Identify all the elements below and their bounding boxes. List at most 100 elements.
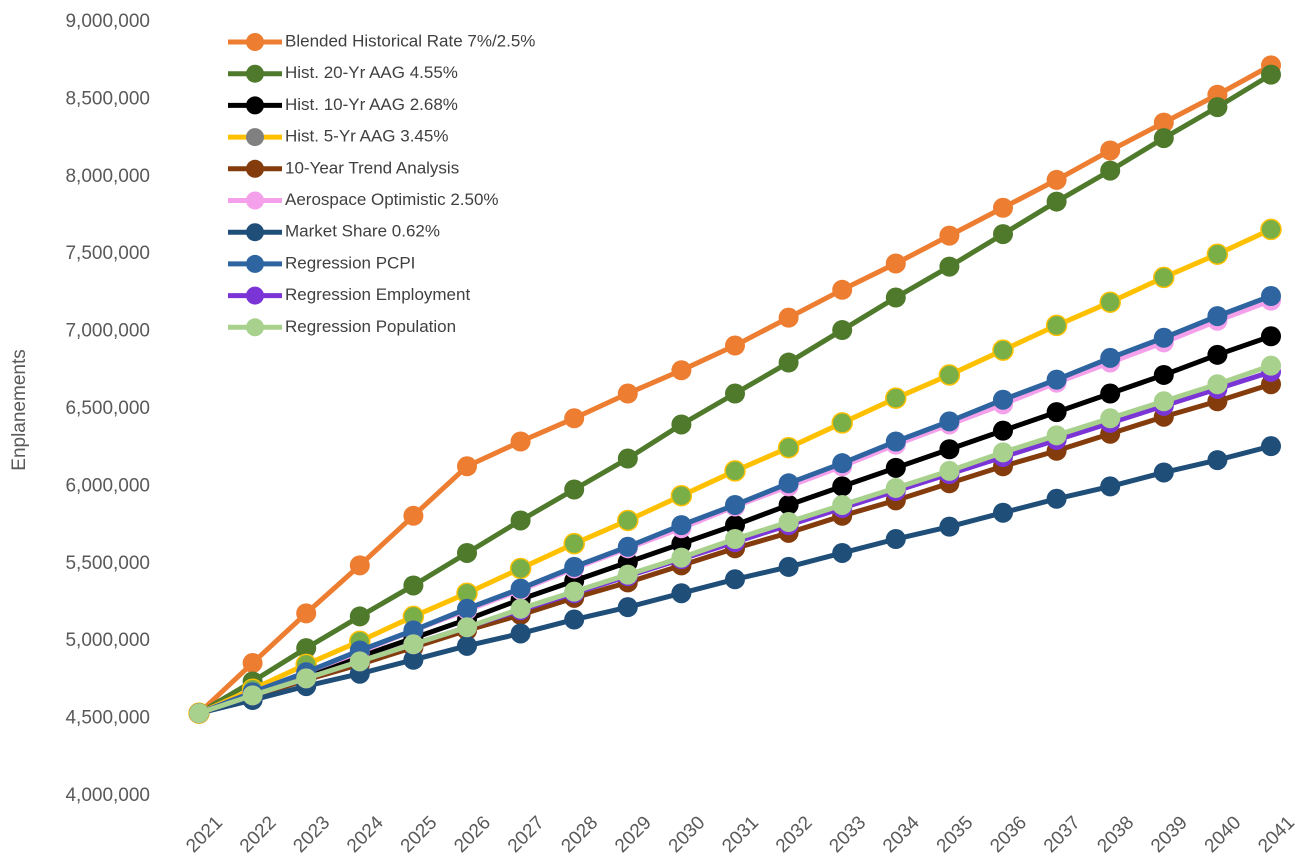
data-point — [1261, 436, 1281, 457]
data-point — [1153, 391, 1174, 412]
data-point — [671, 515, 692, 536]
legend-marker — [246, 96, 264, 115]
legend-label: Regression PCPI — [285, 253, 415, 272]
data-point — [403, 575, 424, 596]
data-point — [778, 556, 799, 577]
data-point — [617, 448, 638, 469]
data-point — [510, 578, 531, 599]
data-point — [993, 420, 1013, 441]
y-tick-label: 8,500,000 — [65, 88, 150, 109]
data-point — [1046, 402, 1067, 423]
data-point — [1046, 425, 1067, 446]
data-point — [831, 412, 853, 434]
x-tick-label: 2022 — [236, 812, 281, 857]
data-point — [1100, 140, 1121, 161]
x-tick-label: 2030 — [665, 812, 710, 857]
data-point — [725, 569, 745, 590]
data-point — [778, 307, 799, 328]
data-point — [832, 279, 853, 300]
data-point — [939, 439, 960, 460]
x-tick-label: 2032 — [772, 812, 817, 857]
data-point — [617, 383, 638, 404]
y-tick-label: 7,000,000 — [65, 321, 150, 342]
y-tick-label: 9,000,000 — [65, 11, 150, 32]
data-point — [296, 638, 317, 659]
data-point — [939, 516, 960, 537]
data-point — [778, 352, 799, 373]
data-point — [724, 460, 746, 482]
data-point — [403, 620, 424, 641]
data-point — [457, 456, 477, 477]
data-point — [1100, 476, 1121, 497]
legend-label: Market Share 0.62% — [285, 222, 440, 241]
data-point — [1100, 408, 1121, 429]
data-point — [1153, 364, 1174, 385]
legend-label: 10-Year Trend Analysis — [285, 158, 459, 177]
data-point — [242, 653, 263, 674]
x-tick-label: 2027 — [504, 812, 549, 857]
data-point — [1261, 285, 1281, 306]
data-point — [725, 494, 745, 515]
data-point — [939, 256, 960, 277]
data-point — [1046, 488, 1067, 509]
data-point — [832, 453, 853, 474]
data-point — [510, 598, 531, 619]
data-point — [1207, 306, 1228, 327]
data-point — [617, 509, 639, 532]
x-tick-label: 2039 — [1147, 812, 1192, 857]
data-point — [671, 414, 692, 435]
data-point — [1261, 355, 1281, 376]
legend-marker — [246, 128, 264, 147]
data-point — [885, 477, 906, 498]
data-point — [885, 287, 906, 308]
data-point — [1153, 128, 1174, 149]
data-point — [1207, 344, 1228, 365]
legend-label: Hist. 5-Yr AAG 3.45% — [285, 127, 448, 146]
data-point — [885, 253, 906, 274]
data-point — [617, 597, 638, 618]
x-tick-label: 2034 — [879, 812, 924, 857]
y-tick-label: 6,500,000 — [65, 398, 150, 419]
data-point — [1153, 112, 1174, 133]
data-point — [670, 484, 693, 507]
x-tick-label: 2037 — [1040, 812, 1085, 857]
data-point — [564, 479, 585, 500]
data-point — [1207, 450, 1228, 471]
data-point — [939, 225, 960, 246]
data-point — [1100, 160, 1121, 181]
data-point — [885, 529, 906, 550]
x-tick-label: 2033 — [825, 812, 870, 857]
data-point — [617, 536, 638, 557]
data-point — [1153, 462, 1174, 483]
x-tick-label: 2026 — [450, 812, 495, 857]
data-point — [403, 649, 424, 670]
x-tick-label: 2028 — [557, 812, 602, 857]
data-point — [564, 408, 585, 429]
data-point — [403, 505, 424, 526]
legend-label: Blended Historical Rate 7%/2.5% — [285, 31, 535, 50]
data-point — [778, 473, 799, 494]
data-point — [510, 623, 531, 644]
x-tick-label: 2038 — [1093, 812, 1138, 857]
data-point — [349, 651, 370, 672]
data-point — [510, 431, 531, 452]
data-point — [457, 598, 477, 619]
data-point — [939, 460, 960, 481]
data-point — [832, 320, 853, 341]
data-point — [564, 609, 585, 630]
data-point — [457, 635, 477, 656]
data-point — [993, 442, 1013, 463]
data-point — [1207, 374, 1228, 395]
data-point — [1153, 327, 1174, 348]
data-point — [617, 564, 638, 585]
legend-marker — [246, 33, 264, 51]
data-point — [1261, 326, 1281, 347]
data-point — [1046, 169, 1067, 190]
data-point — [242, 685, 263, 706]
x-tick-label: 2029 — [611, 812, 656, 857]
y-tick-label: 7,500,000 — [65, 243, 150, 264]
data-point — [564, 556, 585, 577]
data-point — [992, 339, 1014, 361]
data-point — [832, 494, 853, 515]
